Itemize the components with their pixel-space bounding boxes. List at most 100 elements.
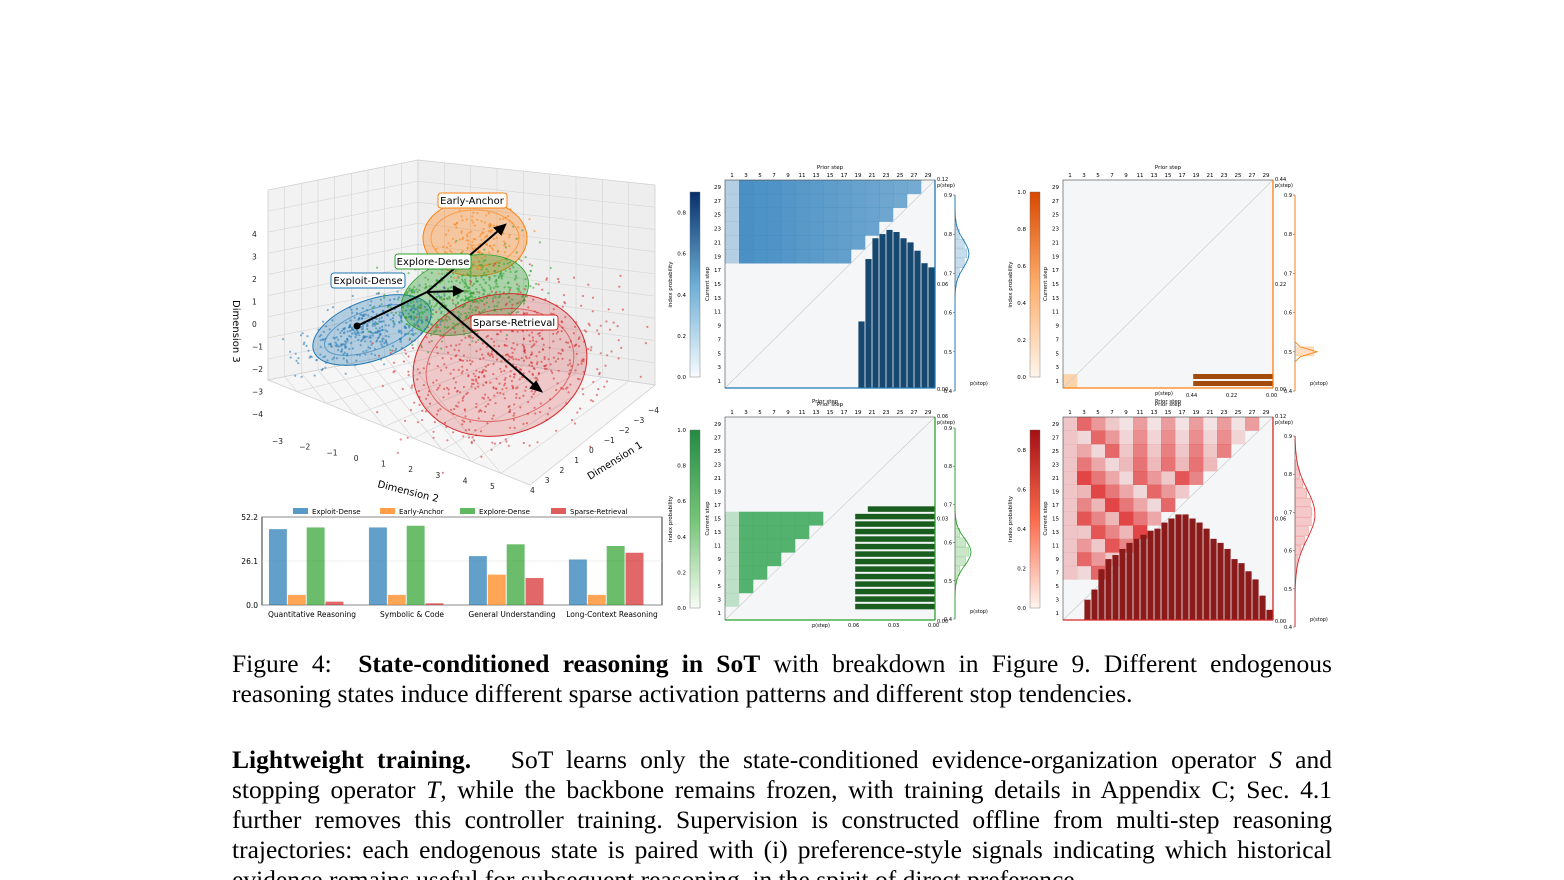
- pstop-label: p(stop): [1310, 617, 1328, 623]
- pstep-bar: [1091, 589, 1098, 620]
- pstep-bar: [1126, 542, 1133, 620]
- tick-label: 5: [718, 584, 722, 590]
- bar: [406, 525, 425, 605]
- pstop-distribution: [954, 195, 970, 391]
- y-axis-title: Current step: [1043, 501, 1049, 536]
- tick-label: 9: [1056, 557, 1060, 563]
- tick-label: 21: [1052, 240, 1059, 246]
- tick-label: 29: [1263, 410, 1270, 416]
- tick-label: 13: [714, 530, 721, 536]
- colorbar: [1029, 429, 1041, 609]
- tick-label: 2: [560, 466, 565, 475]
- pstep-value: 0.00: [937, 387, 948, 393]
- tick-label: 13: [1052, 296, 1059, 302]
- tick-label: 0.6: [944, 311, 952, 317]
- tick-label: 0.4: [944, 617, 952, 623]
- x-axis-title: Prior step: [1155, 165, 1182, 171]
- tick-label: 11: [799, 410, 806, 416]
- tick-label: −3: [272, 437, 283, 446]
- bar: [287, 594, 306, 605]
- tick-label: 7: [1056, 571, 1060, 577]
- tick-label: 0: [354, 454, 359, 463]
- tick-label: 0.2: [1017, 566, 1026, 572]
- tick-label: 19: [1052, 254, 1059, 260]
- figure-4: Early-Anchor Explore-Dense Exploit-Dense…: [230, 159, 1328, 631]
- pstep-bar: [1175, 514, 1182, 620]
- tick-label: 17: [1052, 268, 1059, 274]
- pstep-bar: [1147, 530, 1154, 620]
- tick-label: 15: [714, 282, 721, 288]
- pstep-label: p(step): [1275, 183, 1293, 189]
- pstep-bar: [1084, 599, 1091, 620]
- tick-label: 3: [1082, 410, 1086, 416]
- tick-label: 0.4: [1017, 527, 1026, 533]
- pstep-bar: [855, 513, 935, 520]
- pstop-curve: [954, 195, 970, 391]
- tick-label: 9: [1124, 173, 1128, 179]
- tick-label: 0.6: [1284, 549, 1292, 555]
- tick-label: 0.2: [677, 570, 686, 576]
- tick-label: 29: [714, 185, 721, 191]
- diagonal: [724, 179, 936, 389]
- tick-label: 7: [772, 410, 776, 416]
- tick-label: 0.4: [1284, 625, 1292, 631]
- paragraph-text-3: , while the backbone remains frozen, wit…: [232, 775, 1332, 880]
- tick-label: −2: [299, 443, 310, 452]
- pstop-label: p(stop): [1310, 381, 1328, 387]
- tick-label: 19: [855, 173, 862, 179]
- x-axis-title: Prior step: [817, 402, 844, 408]
- tick-label: 0.9: [1284, 434, 1292, 440]
- pstep-bars: [855, 506, 935, 610]
- category-label: Symbolic & Code: [380, 610, 444, 619]
- tick-label: 23: [1052, 462, 1059, 468]
- pstep-value: 0.06: [937, 282, 948, 288]
- legend-label: Explore-Dense: [479, 508, 530, 516]
- pstep-bar: [1210, 538, 1217, 620]
- tick-label: −4: [648, 406, 659, 415]
- bar: [525, 578, 544, 605]
- pstep-bar: [1182, 514, 1189, 620]
- tick-label: 17: [714, 268, 721, 274]
- colorbar-title: index probability: [668, 495, 674, 542]
- pstep-bar: [893, 232, 900, 388]
- tick-label: 2: [408, 465, 413, 474]
- tick-label: 29: [1052, 422, 1059, 428]
- tick-label: 25: [1235, 173, 1242, 179]
- tick-label: 9: [718, 324, 722, 330]
- pstep-bars: [1193, 374, 1273, 386]
- tick-label: 23: [1052, 227, 1059, 233]
- tick-label: 5: [758, 410, 762, 416]
- tick-label: 52.2: [241, 513, 258, 522]
- pstep-bar: [855, 551, 935, 557]
- tick-label: 27: [714, 199, 721, 205]
- tick-label: 15: [827, 173, 834, 179]
- pstep-bar: [855, 581, 935, 587]
- pstop-curve: [1294, 435, 1316, 627]
- tick-label: 21: [1207, 410, 1214, 416]
- tick-label: 11: [799, 173, 806, 179]
- tick-label: 5: [490, 482, 495, 491]
- tick-label: −2: [252, 365, 263, 374]
- tick-label: 9: [1056, 324, 1060, 330]
- tick-label: 19: [1052, 489, 1059, 495]
- pstop-label: p(stop): [970, 381, 988, 387]
- legend-swatch: [460, 508, 475, 514]
- pstep-bar: [1231, 559, 1238, 620]
- tick-label: 0.6: [677, 499, 686, 505]
- tick-label: 17: [1179, 410, 1186, 416]
- tick-label: 0.6: [944, 541, 952, 547]
- tick-label: 25: [1052, 213, 1059, 219]
- tick-label: 1.0: [677, 428, 686, 434]
- tick-label: 23: [714, 227, 721, 233]
- tick-label: 0.4: [1284, 389, 1292, 395]
- pstep-bar: [855, 596, 935, 602]
- pstep-bar: [1189, 518, 1196, 620]
- y-axis-title: Current step: [705, 501, 711, 536]
- tick-label: 13: [1052, 530, 1059, 536]
- tick-label: 21: [714, 240, 721, 246]
- bar: [268, 529, 287, 605]
- pstep-bar: [1224, 548, 1231, 620]
- tick-label: 7: [718, 337, 722, 343]
